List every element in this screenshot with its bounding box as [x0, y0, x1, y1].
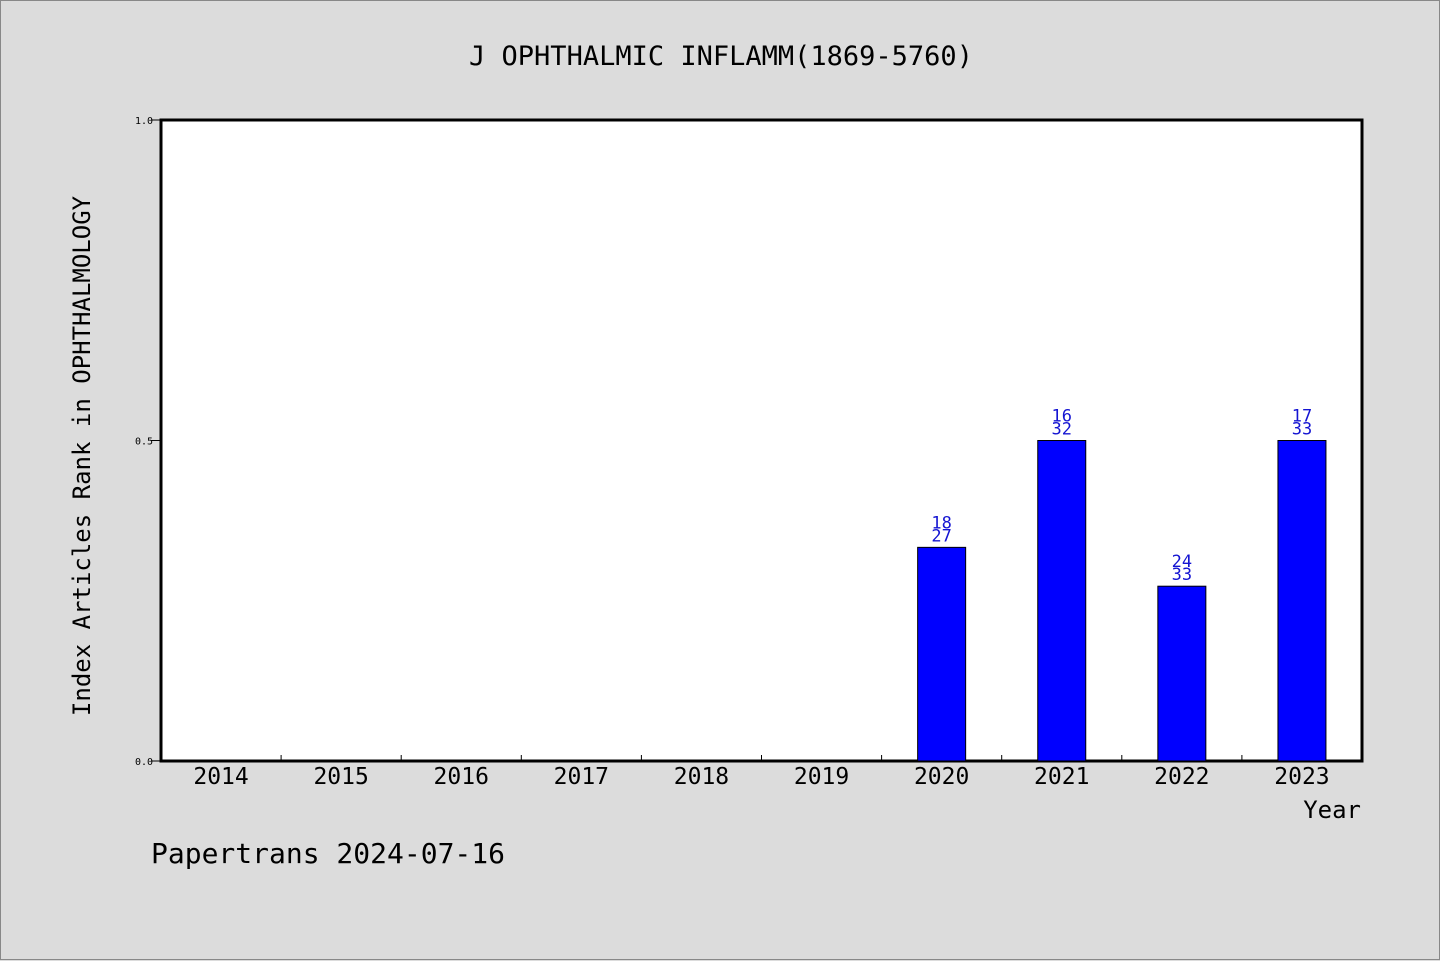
x-tick-label: 2016: [434, 764, 489, 790]
bar-2022: [1157, 585, 1207, 762]
x-tick-label: 2017: [554, 764, 609, 790]
ticks-layer: 0.0 0.5 1.0 2014 2015 2016 2017 2018 2019 2020 202…: [135, 116, 1330, 790]
bar-total-label: 27: [931, 526, 951, 546]
bar-rank-label: 16: [1052, 407, 1072, 427]
x-tick-label: 2023: [1274, 764, 1329, 790]
bar-total-label: 32: [1052, 420, 1072, 440]
bar-2023: [1277, 440, 1327, 762]
x-tick-label: 2015: [313, 764, 368, 790]
bar-total-label: 33: [1292, 420, 1312, 440]
bar-2020: [917, 546, 967, 762]
x-tick-label: 2014: [193, 764, 248, 790]
x-axis-label: Year: [1303, 796, 1361, 824]
y-axis-label: Index Articles Rank in OPHTHALMOLOGY: [68, 195, 96, 716]
bar-rank-label: 24: [1172, 552, 1192, 572]
chart-title: J OPHTHALMIC INFLAMM(1869-5760): [469, 41, 973, 72]
x-tick-label: 2021: [1034, 764, 1089, 790]
x-tick-label: 2018: [674, 764, 729, 790]
y-tick-label: 0.0: [135, 757, 153, 768]
y-tick-label: 0.5: [135, 437, 153, 448]
bar-2021: [1037, 440, 1087, 762]
bar-rank-label: 18: [931, 513, 951, 533]
footer-credit: Papertrans 2024-07-16: [151, 837, 505, 870]
x-tick-label: 2020: [914, 764, 969, 790]
x-tick-label: 2019: [794, 764, 849, 790]
x-tick-label: 2022: [1154, 764, 1209, 790]
y-tick-label: 1.0: [135, 116, 153, 127]
bar-rank-label: 17: [1292, 407, 1312, 427]
bar-total-label: 33: [1172, 565, 1192, 585]
